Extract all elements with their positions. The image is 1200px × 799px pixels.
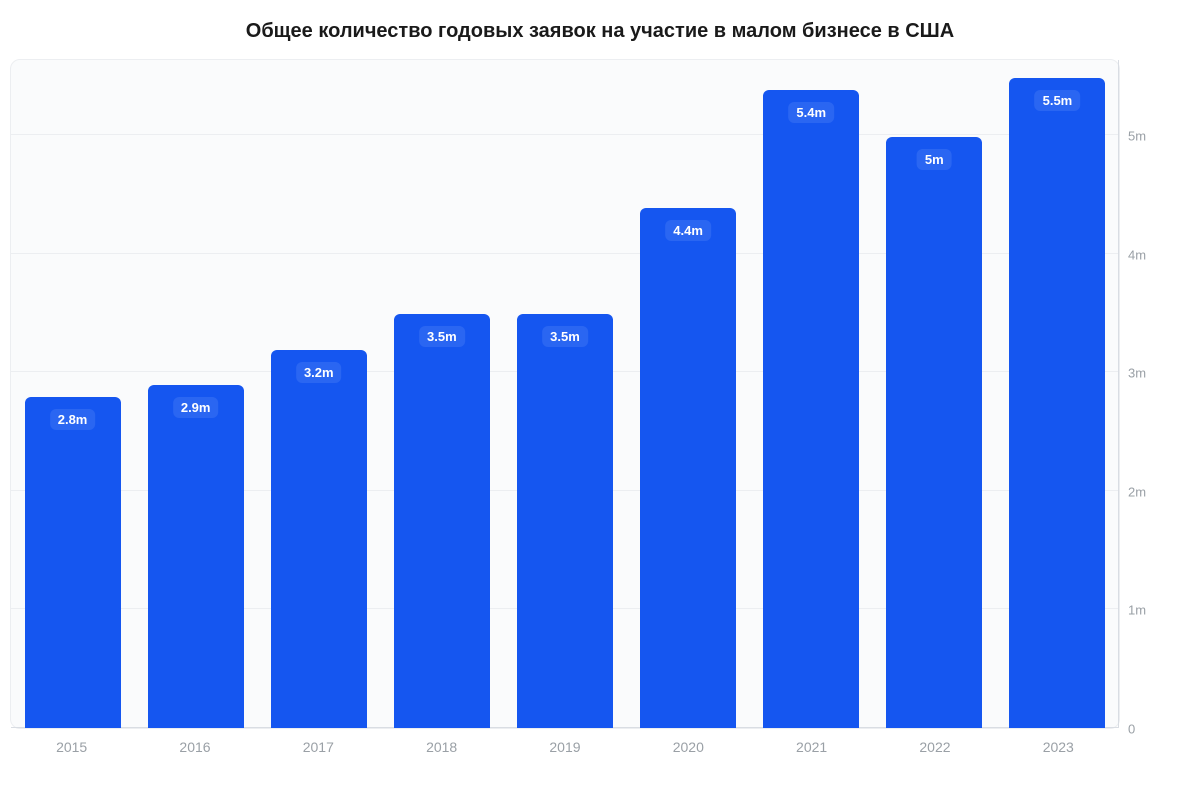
bar: 5.4m xyxy=(763,90,859,728)
bar-slot: 5.5m xyxy=(996,60,1119,728)
bar: 5m xyxy=(886,137,982,728)
bar-value-label: 2.9m xyxy=(173,397,219,418)
chart-title: Общее количество годовых заявок на участ… xyxy=(10,20,1190,43)
bars-container: 2.8m 2.9m 3.2m 3.5m 3.5m 4.4m 5.4m 5m 5.5m xyxy=(11,60,1119,728)
plot-row: 2.8m2.9m3.2m3.5m3.5m4.4m5.4m5m5.5m 01m2m… xyxy=(10,59,1190,729)
y-tick: 1m xyxy=(1128,603,1146,618)
x-tick: 2017 xyxy=(257,739,380,779)
y-tick: 5m xyxy=(1128,129,1146,144)
x-tick: 2016 xyxy=(133,739,256,779)
x-tick: 2018 xyxy=(380,739,503,779)
bar-slot: 3.5m xyxy=(380,60,503,728)
bar: 3.2m xyxy=(271,350,367,728)
x-tick: 2023 xyxy=(997,739,1120,779)
bar-slot: 3.5m xyxy=(503,60,626,728)
bar-slot: 5.4m xyxy=(750,60,873,728)
bar: 2.9m xyxy=(148,385,244,728)
bar-value-label: 3.2m xyxy=(296,362,342,383)
bar-value-label: 5.4m xyxy=(788,102,834,123)
bar-slot: 4.4m xyxy=(627,60,750,728)
bar-value-label: 4.4m xyxy=(665,220,711,241)
y-tick: 3m xyxy=(1128,366,1146,381)
bar-value-label: 2.8m xyxy=(50,409,96,430)
x-tick: 2021 xyxy=(750,739,873,779)
bar: 2.8m xyxy=(25,397,121,728)
bar-value-label: 3.5m xyxy=(542,326,588,347)
bar-slot: 3.2m xyxy=(257,60,380,728)
x-tick: 2020 xyxy=(627,739,750,779)
bar-slot: 2.9m xyxy=(134,60,257,728)
bar-value-label: 3.5m xyxy=(419,326,465,347)
plot-area: 2.8m 2.9m 3.2m 3.5m 3.5m 4.4m 5.4m 5m 5.5m xyxy=(10,59,1120,729)
y-tick: 2m xyxy=(1128,484,1146,499)
bar-value-label: 5.5m xyxy=(1035,90,1081,111)
bar: 5.5m xyxy=(1009,78,1105,728)
bar: 3.5m xyxy=(517,314,613,728)
bar-chart: Общее количество годовых заявок на участ… xyxy=(0,0,1200,799)
x-tick: 2019 xyxy=(503,739,626,779)
x-tick: 2015 xyxy=(10,739,133,779)
bar-value-label: 5m xyxy=(917,149,952,170)
bar: 3.5m xyxy=(394,314,490,728)
y-tick: 4m xyxy=(1128,247,1146,262)
y-axis: 01m2m3m4m5m xyxy=(1120,59,1170,729)
bar-slot: 5m xyxy=(873,60,996,728)
y-tick: 0 xyxy=(1128,722,1135,737)
bar: 4.4m xyxy=(640,208,736,728)
x-axis: 201520162017201820192020202120222023 xyxy=(10,739,1120,779)
x-tick: 2022 xyxy=(873,739,996,779)
bar-slot: 2.8m xyxy=(11,60,134,728)
